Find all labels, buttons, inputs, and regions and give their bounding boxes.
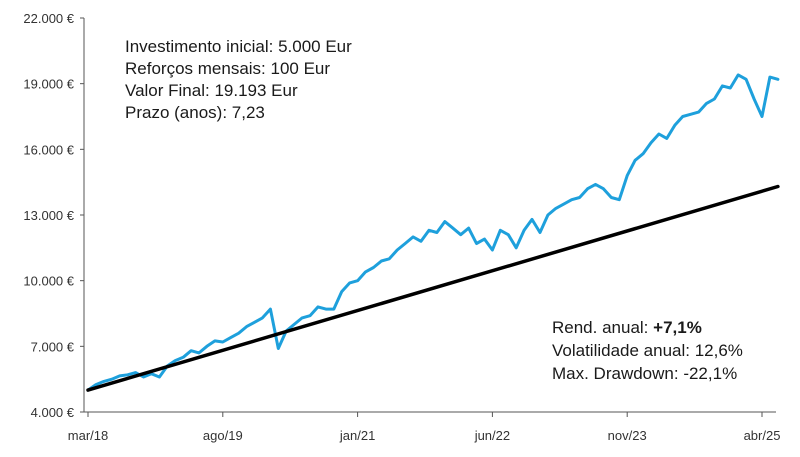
info-annotation: Investimento inicial: 5.000 Eur Reforços… [125,37,352,122]
y-tick-label: 13.000 € [23,208,74,223]
info-line-monthly: Reforços mensais: 100 Eur [125,59,330,78]
info-line-initial: Investimento inicial: 5.000 Eur [125,37,352,56]
x-tick-label: ago/19 [203,428,243,443]
drawdown-text: Max. Drawdown: -22,1% [552,364,737,383]
x-tick-label: nov/23 [608,428,647,443]
y-tick-label: 4.000 € [31,405,75,420]
annual-return-value: +7,1% [653,318,702,337]
portfolio-value-line [86,73,780,392]
y-tick-label: 10.000 € [23,274,74,289]
x-tick-label: jan/21 [339,428,375,443]
y-tick-label: 22.000 € [23,11,74,26]
y-axis-ticks: 4.000 € 7.000 € 10.000 € 13.000 € 16.000 € 19… [23,11,84,420]
stats-annotation: Rend. anual: +7,1% Volatilidade anual: 1… [552,318,743,383]
x-tick-label: mar/18 [68,428,108,443]
x-axis-ticks: mar/18 ago/19 jan/21 jun/22 nov/23 abr/25 [68,412,781,443]
annual-return-text: Rend. anual: +7,1% [552,318,702,337]
volatility-text: Volatilidade anual: 12,6% [552,341,743,360]
invested-capital-line [86,184,780,392]
y-tick-label: 16.000 € [23,142,74,157]
series-lines [86,73,780,392]
x-tick-label: jun/22 [474,428,510,443]
info-line-term: Prazo (anos): 7,23 [125,103,265,122]
x-tick-label: abr/25 [744,428,781,443]
info-line-final: Valor Final: 19.193 Eur [125,81,298,100]
y-tick-label: 19.000 € [23,77,74,92]
annual-return-label: Rend. anual: [552,318,653,337]
y-tick-label: 7.000 € [31,339,75,354]
